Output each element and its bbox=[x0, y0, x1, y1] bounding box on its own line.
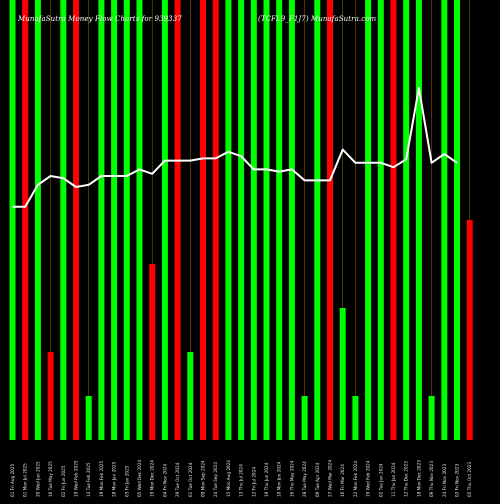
money-flow-bar bbox=[441, 0, 448, 440]
x-tick-label: 16 Thu May 2024 bbox=[289, 460, 294, 497]
x-tick-label: 20 Wed Jun 2025 bbox=[35, 461, 40, 497]
x-tick-label: 18 Mon Dec 2023 bbox=[416, 460, 421, 497]
x-tick-label: 28 Mon Jan 2025 bbox=[112, 461, 117, 497]
x-tick-label: 11 Thu Jan 2024 bbox=[391, 462, 396, 497]
x-tick-label: 10 Mon Jun 2024 bbox=[277, 461, 282, 497]
x-tick-label: 02 Fri Jun 2025 bbox=[61, 465, 66, 497]
money-flow-bar bbox=[288, 0, 295, 440]
money-flow-bar bbox=[327, 0, 333, 440]
x-tick-label: 22 Mon Feb 2024 bbox=[353, 460, 358, 497]
money-flow-bar bbox=[22, 0, 29, 440]
money-flow-bar bbox=[403, 0, 410, 440]
x-tick-label: 16 Fri Mar 2024 bbox=[340, 464, 345, 497]
x-tick-label: 19 Wed Feb 2024 bbox=[366, 460, 371, 497]
money-flow-bar bbox=[301, 396, 308, 440]
x-tick-label: 01 Mon Jul 2025 bbox=[23, 463, 28, 497]
x-tick-label: 14 Tue Feb 2025 bbox=[86, 462, 91, 497]
x-tick-label: 24 Tue Sep 2024 bbox=[213, 462, 218, 497]
x-tick-label: 19 Thu Jun 2024 bbox=[264, 462, 269, 497]
money-flow-bar bbox=[365, 0, 372, 440]
x-tick-label: 03 Fri Nov 2023 bbox=[455, 464, 460, 497]
x-tick-label: 04 Fri Nov 2024 bbox=[162, 464, 167, 497]
money-flow-bar bbox=[225, 0, 232, 440]
money-flow-bar bbox=[34, 0, 41, 440]
x-tick-label: 01 Tue Oct 2024 bbox=[188, 462, 193, 497]
money-flow-bar bbox=[136, 0, 143, 440]
x-tick-label: 13 Thu Jul 2024 bbox=[239, 464, 244, 497]
money-flow-bar bbox=[212, 0, 219, 440]
x-tick-label: 15 Mon Aug 2024 bbox=[226, 460, 231, 497]
money-flow-bar bbox=[174, 0, 181, 440]
x-tick-label: 24 Fri Nov 2023 bbox=[442, 464, 447, 497]
money-flow-bar bbox=[250, 0, 257, 440]
money-flow-bar bbox=[238, 0, 245, 440]
money-flow-bar bbox=[276, 0, 283, 440]
money-flow-bar bbox=[123, 0, 130, 440]
x-tick-label: 05 Thu Oct 2023 bbox=[467, 462, 472, 497]
x-tick-label: 09 Thu Nov 2023 bbox=[429, 461, 434, 497]
x-tick-label: 02 Tue Jan 2024 bbox=[378, 463, 383, 497]
chart-header-left: MunafaSutra Money Flow Charts for 939337 bbox=[18, 15, 182, 23]
x-tick-label: 19 Mon Dec 2024 bbox=[150, 460, 155, 497]
x-tick-label: 09 Tue Apr 2024 bbox=[315, 462, 320, 497]
x-tick-label: 29 Tue Oct 2024 bbox=[175, 462, 180, 497]
money-flow-bar bbox=[9, 0, 16, 440]
money-flow-bar bbox=[314, 0, 321, 440]
money-flow-bar bbox=[149, 264, 156, 440]
money-flow-bar bbox=[85, 396, 92, 440]
x-tick-label: 09 Mon Sep 2024 bbox=[201, 460, 206, 497]
money-flow-bar bbox=[339, 308, 346, 440]
x-tick-label: 12 Fri Jul 2024 bbox=[251, 467, 256, 497]
money-flow-bar bbox=[111, 0, 118, 440]
money-flow-bar bbox=[390, 0, 397, 440]
money-flow-bar bbox=[187, 352, 194, 440]
money-flow-bar bbox=[98, 0, 105, 440]
money-flow-bar bbox=[415, 0, 422, 440]
x-tick-label: 28 Tue May 2024 bbox=[302, 461, 307, 497]
x-tick-label: 03 Fri Jan 2025 bbox=[124, 465, 129, 497]
money-flow-bar bbox=[73, 0, 79, 440]
money-flow-bar bbox=[466, 220, 473, 440]
money-flow-bar bbox=[454, 0, 460, 440]
money-flow-bar bbox=[263, 0, 270, 440]
x-tick-label: 27 Wed Mar 2024 bbox=[328, 460, 333, 497]
money-flow-bar bbox=[428, 396, 435, 440]
money-flow-bar bbox=[161, 0, 168, 440]
money-flow-bar bbox=[60, 0, 67, 440]
x-tick-label: 16 Tue May 2025 bbox=[48, 461, 53, 497]
x-tick-label: 12 Thu Dec 2023 bbox=[404, 461, 409, 497]
x-tick-label: 19 Wed Feb 2025 bbox=[74, 460, 79, 497]
x-tick-label: 19 Mon Feb 2025 bbox=[99, 460, 104, 497]
money-flow-bar bbox=[47, 352, 54, 440]
money-flow-bar bbox=[200, 0, 206, 440]
money-flow-bar bbox=[377, 0, 384, 440]
x-tick-label: 05 Wed Dec 2024 bbox=[137, 459, 142, 497]
price-line bbox=[12, 87, 458, 208]
money-flow-bar bbox=[352, 396, 359, 440]
chart-header-right: (TCFL9_F1J7) MunafaSutra.com bbox=[258, 15, 377, 23]
x-tick-label: 01 Fri Aug 2025 bbox=[10, 464, 15, 497]
